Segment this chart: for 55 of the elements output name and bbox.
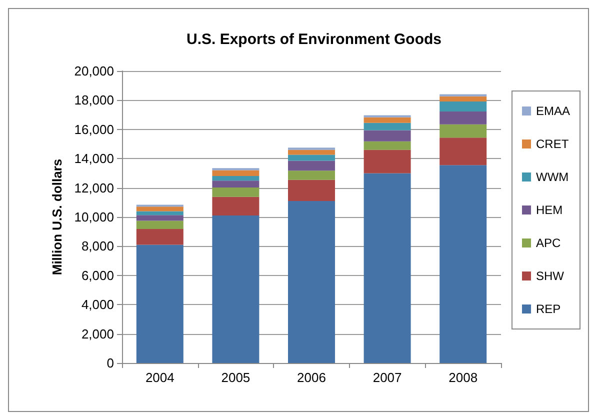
bar bbox=[212, 196, 260, 216]
legend-label: SHW bbox=[536, 269, 565, 283]
y-tick-label: 12,000 bbox=[74, 180, 114, 196]
bar bbox=[364, 117, 411, 123]
y-axis-title: Million U.S. dollars bbox=[49, 158, 64, 276]
bar bbox=[364, 150, 411, 174]
bar bbox=[212, 216, 260, 363]
bar bbox=[288, 160, 335, 171]
legend-label: HEM bbox=[536, 203, 563, 217]
legend-label: WWM bbox=[536, 170, 569, 184]
y-tick-label: 14,000 bbox=[74, 151, 114, 166]
chart-title: U.S. Exports of Environment Goods bbox=[186, 31, 442, 48]
bar bbox=[212, 176, 260, 181]
bar bbox=[136, 220, 184, 229]
y-tick-label: 6,000 bbox=[81, 268, 114, 283]
y-tick-label: 0 bbox=[106, 356, 114, 370]
bar bbox=[440, 165, 487, 363]
bar bbox=[136, 228, 184, 245]
y-tick-label: 18,000 bbox=[74, 92, 114, 108]
y-tick-label: 8,000 bbox=[81, 238, 114, 254]
bar bbox=[440, 102, 487, 112]
x-tick-label: 2007 bbox=[372, 370, 402, 385]
bar bbox=[288, 170, 335, 180]
x-tick-label: 2008 bbox=[448, 370, 478, 385]
bar bbox=[440, 96, 487, 102]
y-tick-label: 16,000 bbox=[74, 122, 114, 137]
bar bbox=[440, 124, 487, 138]
legend-label: REP bbox=[536, 302, 561, 316]
bar bbox=[136, 206, 184, 212]
bar bbox=[288, 180, 335, 201]
bar bbox=[288, 200, 335, 363]
bar bbox=[364, 173, 411, 363]
y-tick-label: 2,000 bbox=[81, 326, 114, 342]
bar bbox=[364, 122, 411, 130]
bar bbox=[212, 180, 260, 188]
bar bbox=[136, 244, 184, 363]
bar bbox=[212, 170, 260, 176]
bar bbox=[440, 138, 487, 166]
y-tick-label: 10,000 bbox=[74, 210, 114, 224]
legend-label: CRET bbox=[536, 137, 570, 151]
bar bbox=[288, 154, 335, 161]
x-tick-label: 2005 bbox=[221, 370, 250, 385]
legend-label: EMAA bbox=[536, 104, 570, 118]
y-tick-label: 4,000 bbox=[81, 297, 114, 312]
bar bbox=[136, 215, 184, 221]
bar bbox=[364, 130, 411, 142]
bar bbox=[440, 111, 487, 124]
x-tick-label: 2004 bbox=[145, 370, 174, 385]
x-tick-label: 2006 bbox=[297, 370, 326, 385]
bar bbox=[364, 141, 411, 150]
bar bbox=[288, 150, 335, 155]
bar bbox=[212, 188, 260, 197]
bar bbox=[136, 211, 184, 216]
y-tick-label: 20,000 bbox=[74, 64, 114, 78]
legend-label: APC bbox=[536, 236, 561, 250]
